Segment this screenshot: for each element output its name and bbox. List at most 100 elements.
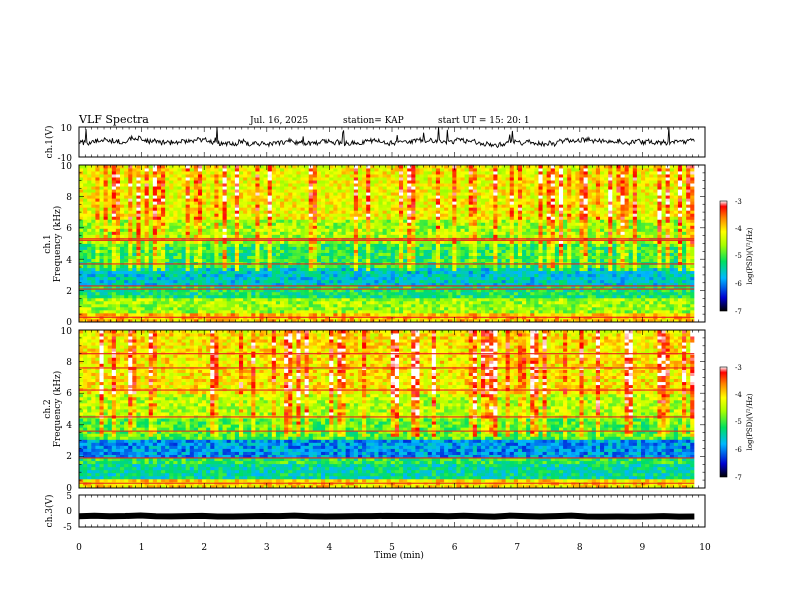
spectrogram-cell (386, 258, 392, 263)
spectrogram-cell (234, 294, 240, 299)
spectrogram-cell (218, 273, 223, 278)
spectrogram-cell (181, 216, 187, 220)
spectrogram-cell (427, 192, 433, 196)
spectrogram-cell (230, 240, 236, 244)
spectrogram-cell (144, 282, 150, 287)
spectrogram-cell (177, 270, 182, 275)
spectrogram-cell (169, 300, 174, 305)
spectrogram-cell (316, 177, 322, 181)
spectrogram-cell (91, 291, 96, 296)
spectrogram-cell (398, 249, 404, 253)
spectrogram-cell (234, 225, 240, 229)
spectrogram-cell (345, 303, 351, 308)
spectrogram-cell (218, 174, 223, 178)
spectrogram-cell (300, 204, 306, 208)
spectrogram-cell (210, 171, 215, 175)
spectrogram-cell (152, 279, 158, 284)
spectrogram-cell (325, 312, 330, 317)
spectrogram-cell (202, 267, 207, 272)
spectrogram-cell (120, 279, 125, 284)
spectrogram-cell (398, 225, 404, 229)
spectrogram-cell (87, 189, 92, 193)
spectrogram-cell (222, 303, 228, 308)
spectrogram-cell (275, 174, 281, 178)
spectrogram-cell (267, 264, 273, 269)
spectrogram-cell (259, 213, 265, 217)
spectrogram-cell (308, 285, 314, 290)
spectrogram-cell (284, 177, 289, 181)
spectrogram-cell (202, 264, 207, 269)
spectrogram-cell (115, 240, 121, 244)
spectrogram-cell (120, 288, 125, 293)
spectrogram-cell (280, 261, 285, 266)
spectrogram-cell (83, 291, 88, 296)
spectrogram-cell (132, 246, 137, 250)
spectrogram-cell (177, 216, 182, 220)
spectrogram-cell (374, 297, 379, 302)
spectrogram-cell (99, 180, 105, 184)
spectrogram-cell (448, 294, 453, 299)
spectrogram-cell (321, 309, 326, 314)
spectrogram-cell (304, 264, 310, 269)
spectrogram-cell (300, 279, 306, 284)
spectrogram-cell (271, 216, 277, 220)
spectrogram-cell (448, 276, 453, 281)
spectrogram-cell (304, 255, 310, 259)
spectrogram-cell (177, 306, 182, 311)
spectrogram-cell (345, 168, 351, 172)
spectrogram-cell (161, 297, 166, 302)
spectrogram-cell (226, 312, 232, 317)
spectrogram-cell (357, 231, 363, 235)
spectrogram-cell (280, 249, 285, 253)
spectrogram-cell (210, 213, 215, 217)
spectrogram-cell (222, 282, 228, 287)
spectrogram-cell (197, 249, 203, 253)
spectrogram-cell (202, 201, 207, 205)
spectrogram-cell (267, 240, 273, 244)
spectrogram-cell (214, 300, 219, 305)
spectrogram-cell (345, 261, 351, 266)
spectrogram-cell (444, 273, 449, 278)
spectrogram-cell (382, 255, 388, 259)
spectrogram-cell (214, 246, 219, 250)
spectrogram-cell (206, 318, 211, 323)
spectrogram-cell (255, 186, 260, 190)
spectrogram-cell (99, 231, 105, 235)
spectrogram-cell (349, 279, 355, 284)
spectrogram-cell (243, 198, 248, 202)
spectrogram-cell (312, 240, 318, 244)
spectrogram-cell (419, 282, 424, 287)
spectrogram-cell (83, 234, 88, 238)
spectrogram-cell (165, 294, 170, 299)
spectrogram-cell (316, 303, 322, 308)
spectrogram-cell (296, 219, 301, 223)
spectrogram-cell (382, 165, 388, 169)
spectrogram-cell (444, 219, 449, 223)
spectrogram-cell (222, 240, 228, 244)
spectrogram-cell (251, 234, 256, 238)
spectrogram-cell (427, 210, 433, 214)
spectrogram-cell (337, 216, 342, 220)
spectrogram-cell (374, 303, 379, 308)
spectrogram-cell (407, 306, 412, 311)
spectrogram-cell (99, 306, 105, 311)
spectrogram-cell (341, 300, 347, 305)
spectrogram-cell (280, 207, 285, 211)
spectrogram-cell (255, 201, 260, 205)
spectrogram-cell (87, 165, 92, 169)
spectrogram-cell (202, 171, 207, 175)
spectrogram-cell (280, 195, 285, 199)
spectrogram-cell (156, 258, 162, 263)
spectrogram-cell (95, 183, 100, 187)
spectrogram-cell (177, 288, 182, 293)
spectrogram-cell (169, 195, 174, 199)
spectrogram-cell (251, 213, 256, 217)
spectrogram-cell (206, 222, 211, 226)
spectrogram-cell (95, 171, 100, 175)
spectrogram-cell (197, 300, 203, 305)
spectrogram-cell (91, 225, 96, 229)
spectrogram-cell (325, 294, 330, 299)
start-time-label: start UT = 15: 20: 1 (438, 116, 530, 126)
spectrogram-cell (370, 285, 375, 290)
spectrogram-cell (169, 282, 174, 287)
